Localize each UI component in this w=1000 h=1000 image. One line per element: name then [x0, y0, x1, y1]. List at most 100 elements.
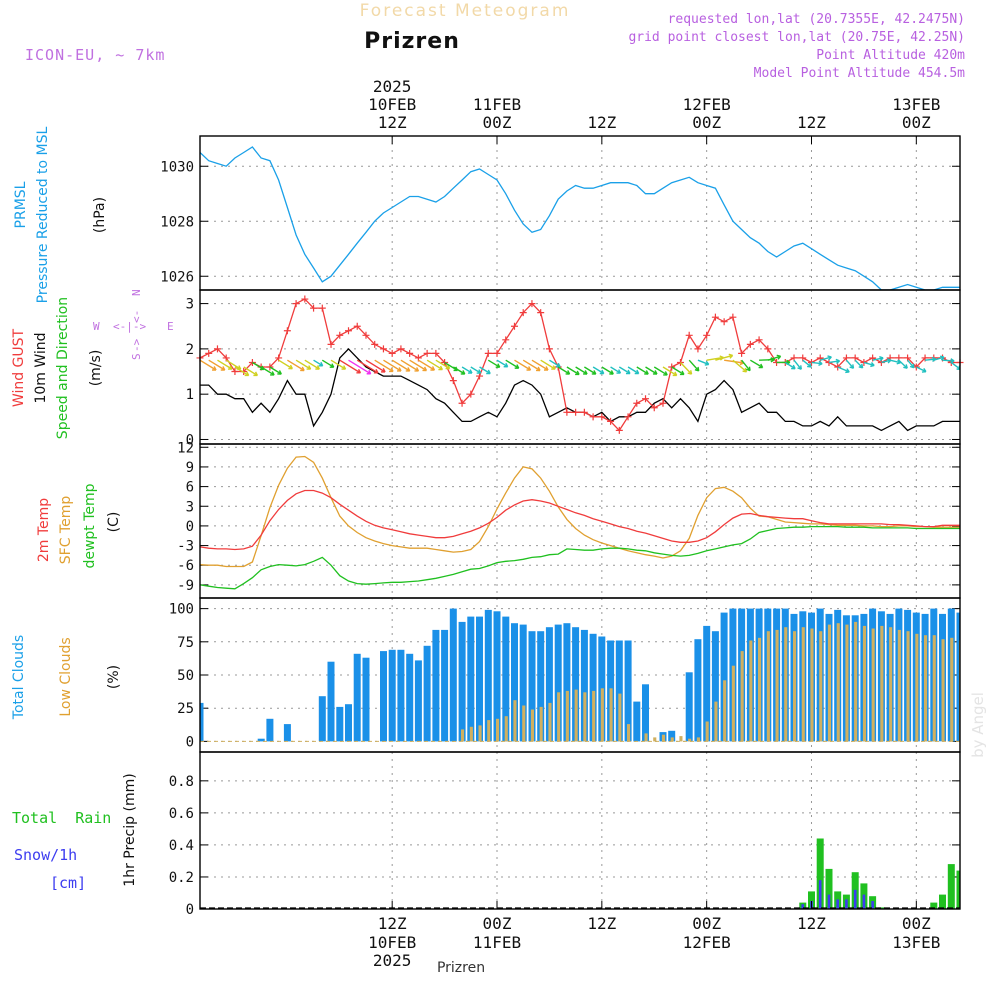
total-cloud-bar	[476, 616, 483, 742]
low-cloud-bar	[758, 637, 762, 742]
gust-marker	[327, 340, 335, 348]
gust-marker	[266, 363, 274, 371]
compass-arrow-down: ->	[130, 338, 143, 352]
wind-arrow	[610, 366, 621, 374]
compass-arrow-up: <-	[130, 310, 143, 323]
wind-arrow-head	[430, 366, 436, 371]
wind-arrow-head	[591, 370, 597, 375]
x-tick-hour-top: 12Z	[797, 113, 826, 132]
total-cloud-bar	[580, 629, 588, 742]
low-cloud-bar	[679, 736, 683, 742]
wind-arrow	[505, 359, 520, 369]
y-tick-label: 1	[186, 387, 194, 403]
wind-arrow-head	[495, 363, 501, 368]
gust-marker	[563, 408, 571, 416]
x-tick-hour-bottom: 00Z	[483, 914, 512, 933]
wind-arrow-head	[366, 369, 372, 375]
gust-marker	[755, 336, 763, 344]
wind-arrow-head	[244, 371, 250, 377]
total-cloud-bar	[528, 631, 536, 742]
wind-arrow	[452, 366, 466, 375]
compass-line: <-|->	[113, 320, 146, 333]
compass-w: W	[93, 320, 100, 333]
total-cloud-bar	[694, 639, 702, 742]
wind-arrow-head	[381, 368, 386, 373]
gust-marker	[764, 345, 772, 353]
low-cloud-bar	[941, 639, 945, 742]
wind-arrow-head	[306, 365, 312, 370]
low-cloud-bar	[548, 702, 552, 742]
wind-arrow-head	[575, 370, 580, 376]
wind-arrow	[811, 361, 823, 365]
wind-arrow-head	[389, 367, 394, 373]
x-tick-hour-top: 12Z	[587, 113, 616, 132]
low-cloud-bar	[487, 720, 491, 742]
total-cloud-bar	[318, 696, 326, 742]
low-cloud-bar	[915, 633, 919, 742]
total-cloud-bar	[467, 616, 475, 742]
wind-arrow	[916, 366, 927, 373]
wind-arrow	[627, 366, 640, 375]
x-tick-date-bottom: 11FEB	[473, 933, 521, 952]
wind-arrow	[837, 366, 850, 373]
rain-bar	[939, 894, 946, 909]
wind-arrow	[208, 359, 226, 371]
location-title: Prizren	[364, 29, 460, 54]
y-tick-label: 12	[177, 440, 194, 456]
gust-marker	[362, 331, 370, 339]
rain-bar	[808, 891, 815, 909]
y-tick-label: 75	[177, 635, 194, 651]
gust-marker	[711, 313, 719, 321]
gust-marker	[301, 295, 309, 303]
wind-arrow	[522, 359, 541, 372]
low-cloud-bar	[810, 628, 814, 742]
low-cloud-bar	[705, 721, 709, 742]
low-cloud-bar	[950, 637, 954, 742]
total-cloud-bar	[624, 640, 632, 742]
low-cloud-bar	[836, 623, 840, 742]
gust-marker	[816, 354, 824, 362]
wind-arrow	[566, 366, 580, 376]
low-cloud-bar	[696, 737, 700, 742]
wind-arrow-head	[565, 370, 571, 375]
wind-arrow-head	[663, 371, 668, 376]
total-cloud-bar	[563, 623, 571, 742]
wind-arrow	[863, 361, 875, 367]
gust-marker	[528, 300, 536, 308]
wind-arrow	[671, 366, 685, 376]
total-cloud-bar	[336, 706, 344, 742]
wind-arrow-head	[845, 368, 850, 374]
wind-arrow-head	[909, 363, 915, 369]
sfc-label: SFC Temp	[58, 496, 74, 565]
low-cloud-bar	[600, 688, 604, 742]
wind-arrow	[907, 359, 915, 369]
wind-arrow-head	[616, 369, 622, 374]
gust-marker	[510, 322, 518, 330]
plot-layer: 1026102810300123-9-6-3036912025507510000…	[160, 77, 964, 970]
total-cloud-bar	[388, 649, 396, 742]
wind-arrow-head	[672, 371, 678, 377]
gust-marker	[371, 340, 379, 348]
y-tick-label: 1030	[160, 159, 194, 175]
wind-arrow-head	[329, 363, 335, 368]
wind-arrow-head	[438, 365, 444, 371]
x-tick-date-top: 11FEB	[473, 95, 521, 114]
wind-arrow	[435, 359, 450, 370]
wind-arrow	[697, 359, 709, 366]
total-cloud-bar	[266, 718, 274, 742]
gust-marker	[598, 413, 606, 421]
total-cloud-bar	[589, 633, 597, 742]
wind-arrow-head	[514, 364, 520, 369]
model-altitude: Model Point Altitude 454.5m	[754, 66, 965, 81]
wind-arrow-head	[758, 363, 764, 369]
gust-label: Wind GUST	[11, 328, 27, 407]
wind-arrow	[784, 361, 796, 370]
y-tick-label: 0	[186, 902, 194, 918]
wind-arrow-head	[827, 355, 832, 361]
wind-arrow	[653, 366, 668, 376]
gust-marker	[685, 331, 693, 339]
y-tick-label: 0	[186, 734, 194, 750]
gust-marker	[432, 349, 440, 357]
wind-arrow-head	[776, 354, 782, 360]
